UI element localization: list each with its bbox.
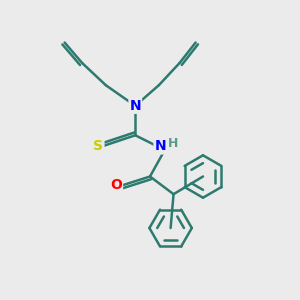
- Text: N: N: [154, 140, 166, 154]
- Text: S: S: [94, 139, 103, 153]
- Text: H: H: [168, 137, 178, 150]
- Text: N: N: [130, 99, 141, 113]
- Text: O: O: [110, 178, 122, 192]
